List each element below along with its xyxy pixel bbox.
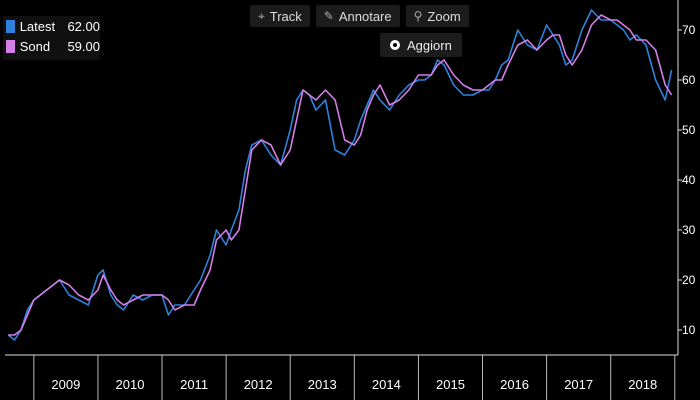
radio-icon [390, 40, 400, 50]
chart-legend: Latest 62.00 Sond 59.00 [3, 16, 100, 60]
y-tick-label: 30 [682, 223, 696, 237]
x-tick-label: 2011 [180, 377, 208, 392]
legend-swatch-sond [6, 39, 15, 53]
y-tick-label: 10 [682, 323, 696, 337]
zoom-label: Zoom [427, 8, 461, 24]
y-axis: 10 20 30 40 50 60 70 [678, 23, 696, 337]
legend-value: 59.00 [67, 38, 100, 54]
crosshair-icon: ⌖ [258, 8, 265, 23]
series-layer [7, 9, 673, 341]
x-tick-label: 2014 [372, 377, 401, 392]
legend-swatch-latest [6, 19, 15, 33]
track-button[interactable]: ⌖ Track [250, 5, 310, 27]
annotate-button[interactable]: ✎ Annotare [315, 5, 400, 27]
legend-label: Latest [19, 18, 56, 34]
x-tick-label: 2013 [308, 377, 337, 392]
x-axis: 2009 2010 2011 2012 2013 2014 2015 2016 2017 2018 [33, 355, 676, 400]
magnifier-icon: ⚲ [413, 9, 423, 23]
legend-value: 62.00 [67, 18, 100, 34]
legend-item-latest[interactable]: Latest 62.00 [3, 16, 100, 36]
annotate-label: Annotare [338, 8, 392, 24]
y-tick-label: 40 [682, 173, 696, 187]
series-line-latest [7, 9, 673, 341]
y-tick-label: 20 [682, 273, 696, 287]
y-tick-label: 70 [682, 23, 696, 37]
x-tick-label: 2012 [244, 377, 273, 392]
x-tick-label: 2010 [116, 377, 145, 392]
chart-toolbar: ⌖ Track ✎ Annotare ⚲ Zoom [250, 5, 469, 27]
x-tick-label: 2018 [628, 377, 657, 392]
legend-item-sond[interactable]: Sond 59.00 [3, 36, 100, 56]
series-line-sond [8, 14, 673, 336]
update-button[interactable]: Aggiorn [380, 33, 462, 57]
y-tick-label: 60 [682, 73, 696, 87]
x-tick-label: 2015 [436, 377, 465, 392]
track-label: Track [269, 8, 302, 24]
zoom-button[interactable]: ⚲ Zoom [405, 5, 469, 27]
x-tick-label: 2016 [500, 377, 529, 392]
update-label: Aggiorn [407, 37, 452, 53]
pencil-icon: ✎ [323, 9, 334, 23]
x-tick-label: 2009 [51, 377, 80, 392]
legend-label: Sond [19, 38, 51, 54]
x-tick-label: 2017 [564, 377, 593, 392]
y-tick-label: 50 [682, 123, 696, 137]
